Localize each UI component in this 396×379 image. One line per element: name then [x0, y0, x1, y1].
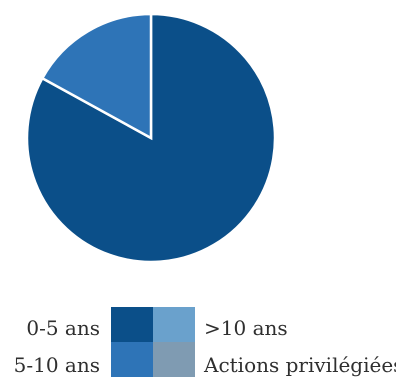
legend-swatch-0-5-ans	[111, 307, 153, 342]
pie-chart	[25, 12, 277, 264]
legend-label-over-10-ans: >10 ans	[204, 316, 288, 340]
legend-label-0-5-ans: 0-5 ans	[26, 316, 100, 340]
legend-swatch-over-10-ans	[153, 307, 195, 342]
pie-slices	[25, 12, 277, 264]
pie-slice-5-10-ans	[40, 12, 153, 141]
chart-legend: 0-5 ans >10 ans 5-10 ans Actions privilé…	[0, 297, 396, 379]
legend-swatch-5-10-ans	[111, 342, 153, 377]
legend-swatch-actions-privilegiees	[153, 342, 195, 377]
legend-label-5-10-ans: 5-10 ans	[13, 353, 100, 377]
legend-label-actions-privilegiees: Actions privilégiées	[204, 353, 396, 377]
